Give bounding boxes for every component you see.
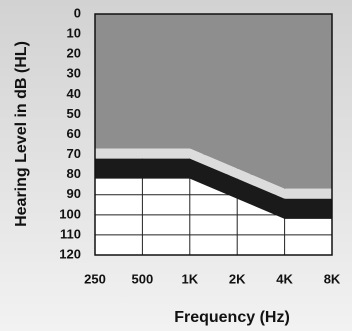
x-tick-label: 500	[132, 271, 154, 286]
y-tick-label: 100	[59, 206, 81, 221]
x-tick-label: 2K	[229, 271, 246, 286]
y-axis-label: Hearing Level in dB (HL)	[13, 41, 30, 227]
y-tick-label: 110	[60, 226, 81, 241]
plot-border	[94, 13, 333, 256]
y-tick-label: 80	[67, 166, 81, 181]
x-axis-label: Frequency (Hz)	[174, 309, 290, 326]
x-tick-label: 4K	[276, 271, 293, 286]
y-tick-label: 30	[67, 66, 81, 81]
hearing-band	[95, 158, 332, 219]
x-tick-label: 1K	[181, 271, 198, 286]
x-tick-label: 250	[84, 271, 106, 286]
y-tick-label: 90	[67, 186, 81, 201]
y-tick-label: 0	[74, 5, 81, 20]
y-tick-label: 10	[67, 26, 81, 41]
y-tick-label: 40	[67, 86, 81, 101]
y-tick-label: 50	[67, 106, 81, 121]
x-tick-label: 8K	[324, 271, 341, 286]
hearing-band	[95, 14, 332, 189]
y-tick-label: 120	[59, 246, 81, 261]
y-tick-label: 20	[67, 46, 81, 61]
y-tick-label: 60	[67, 126, 81, 141]
y-tick-label: 70	[67, 146, 81, 161]
hearing-band	[95, 148, 332, 199]
